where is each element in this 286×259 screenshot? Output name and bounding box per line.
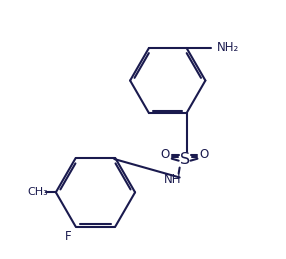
Text: CH₃: CH₃ — [28, 187, 48, 197]
Text: NH: NH — [164, 173, 181, 186]
Text: F: F — [64, 230, 71, 243]
Text: O: O — [160, 148, 169, 161]
Text: NH₂: NH₂ — [217, 41, 239, 54]
Text: O: O — [200, 148, 209, 161]
Text: S: S — [180, 152, 190, 167]
